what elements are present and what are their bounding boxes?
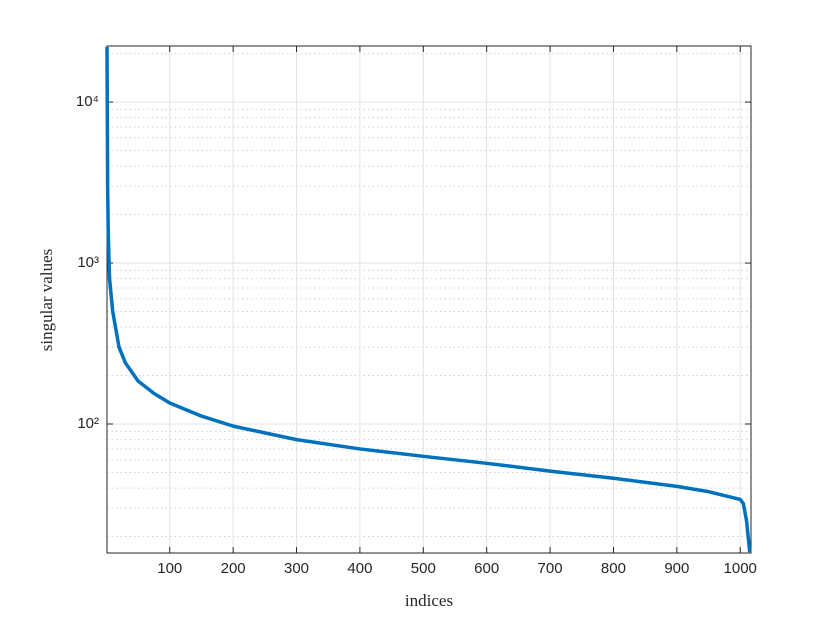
x-tick-label: 200 — [221, 560, 246, 577]
x-tick-label: 700 — [538, 560, 563, 577]
x-tick-label: 800 — [601, 560, 626, 577]
data-line — [105, 46, 752, 553]
y-tick-label: 10³ — [77, 254, 99, 271]
x-tick-label: 300 — [284, 560, 309, 577]
x-tick-label: 600 — [474, 560, 499, 577]
x-axis-label: indices — [405, 591, 453, 610]
x-tick-label: 100 — [157, 560, 182, 577]
x-tick-label: 900 — [664, 560, 689, 577]
y-axis-label: singular values — [37, 249, 56, 351]
x-tick-label: 400 — [347, 560, 372, 577]
y-tick-label: 10⁴ — [76, 93, 99, 110]
x-tick-label: 500 — [411, 560, 436, 577]
x-tick-label: 1000 — [724, 560, 757, 577]
y-tick-label: 10² — [77, 415, 99, 432]
plot-frame — [106, 45, 752, 554]
